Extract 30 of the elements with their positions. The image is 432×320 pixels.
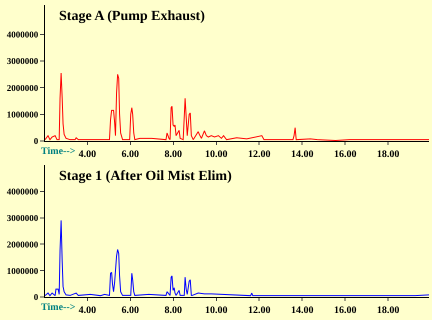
y-tick-label: 2000000: [6, 82, 39, 93]
chart-title: Stage 1 (After Oil Mist Elim): [59, 169, 232, 184]
x-tick-label: 18.00: [376, 305, 400, 316]
x-tick-label: 10.00: [205, 305, 228, 316]
x-tick-label: 14.00: [290, 305, 314, 316]
y-tick-label: 1000000: [6, 109, 39, 120]
x-tick-label: 4.00: [78, 149, 96, 160]
x-tick-label: 6.00: [122, 149, 140, 160]
x-tick-label: 14.00: [290, 149, 314, 160]
x-tick-label: 10.00: [205, 149, 228, 160]
x-tick-label: 16.00: [334, 305, 356, 316]
y-tick-label: 1000000: [6, 266, 39, 276]
chart-title: Stage A (Pump Exhaust): [59, 9, 206, 24]
x-tick-label: 8.00: [164, 149, 182, 160]
y-tick-label: 3000000: [6, 212, 39, 223]
y-tick-label: 4000000: [6, 29, 39, 40]
y-tick-label: 0: [34, 136, 39, 146]
x-tick-label: 18.00: [376, 149, 400, 160]
x-axis-title: Time-->: [41, 146, 76, 157]
x-tick-label: 8.00: [164, 305, 182, 316]
x-tick-label: 12.00: [248, 149, 270, 160]
y-tick-label: 3000000: [6, 56, 39, 66]
x-tick-label: 4.00: [78, 305, 96, 316]
x-tick-label: 12.00: [248, 305, 270, 316]
y-tick-label: 4000000: [6, 186, 39, 197]
x-tick-label: 6.00: [122, 305, 140, 316]
y-tick-label: 2000000: [6, 239, 39, 250]
x-axis-title: Time-->: [41, 302, 76, 313]
x-tick-label: 16.00: [334, 149, 356, 160]
y-tick-label: 0: [34, 292, 39, 302]
